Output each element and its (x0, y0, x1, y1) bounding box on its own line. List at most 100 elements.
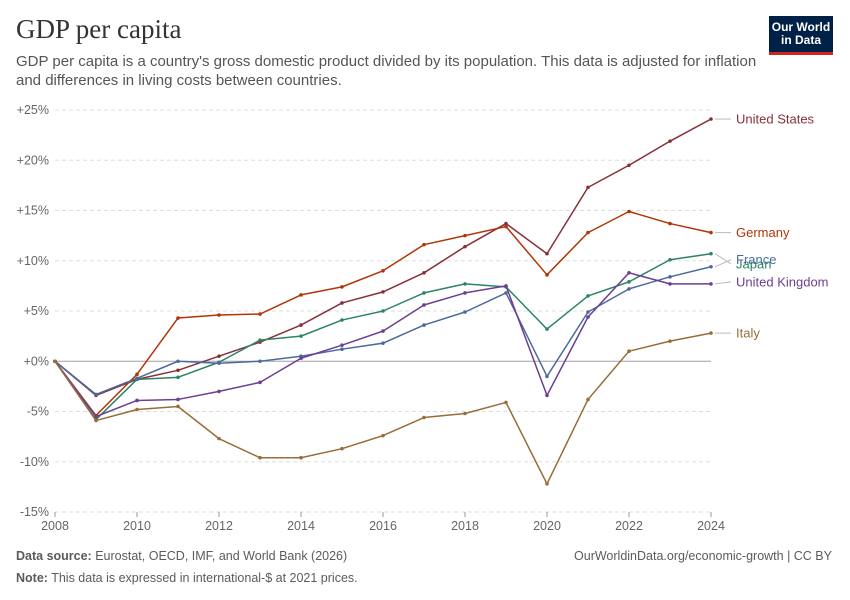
data-point (545, 393, 549, 398)
data-point (340, 301, 344, 305)
y-axis-ticks: +25% +20% +15% +10% +5% +0% -5% -10% -15% (17, 103, 49, 519)
data-point (381, 329, 385, 333)
data-point (709, 230, 713, 235)
data-point (709, 117, 713, 121)
y-tick-label: +25% (17, 103, 49, 117)
data-point (258, 312, 262, 316)
data-point (545, 273, 549, 277)
data-point (668, 339, 672, 343)
data-point (217, 389, 221, 394)
data-point (299, 293, 303, 297)
data-point (176, 397, 180, 402)
series-label: United Kingdom (736, 274, 829, 289)
x-tick-label: 2022 (615, 519, 643, 533)
data-point (381, 433, 385, 438)
data-point (504, 291, 508, 295)
data-point (53, 359, 57, 364)
data-point (709, 264, 713, 269)
data-point (258, 380, 262, 385)
data-point (545, 374, 549, 379)
x-tick-label: 2014 (287, 519, 315, 533)
data-point (381, 341, 385, 345)
y-tick-label: -10% (20, 455, 49, 469)
series-label: Japan (736, 256, 771, 271)
data-source-label: Data source: (16, 549, 92, 563)
data-point (176, 368, 180, 373)
data-point (176, 375, 180, 380)
owid-logo[interactable]: Our World in Data (769, 16, 833, 55)
series-line-germany (54, 210, 712, 417)
data-point (258, 455, 262, 460)
y-tick-label: -15% (20, 505, 49, 519)
data-point (627, 349, 631, 353)
data-point (381, 269, 385, 273)
data-point (381, 309, 385, 313)
data-point (463, 282, 467, 286)
data-point (586, 315, 590, 319)
data-point (135, 372, 139, 377)
chart-subtitle: GDP per capita is a country's gross dome… (16, 53, 757, 89)
data-point (627, 209, 631, 214)
data-source: Data source: Eurostat, OECD, IMF, and Wo… (16, 549, 347, 563)
series-label: Italy (736, 326, 760, 341)
label-connector (714, 281, 732, 285)
data-point (709, 282, 713, 286)
data-point (299, 323, 303, 327)
data-point (299, 356, 303, 361)
data-point (504, 284, 508, 288)
data-point (504, 224, 508, 229)
logo-line-1: Our World (771, 20, 831, 34)
y-tick-label: +15% (17, 204, 49, 218)
data-point (217, 354, 221, 359)
data-point (176, 316, 180, 320)
source-link[interactable]: OurWorldinData.org/economic-growth | CC … (574, 549, 832, 563)
data-point (176, 404, 180, 409)
y-tick-label: +5% (24, 304, 49, 318)
data-point (709, 251, 713, 256)
data-point (340, 347, 344, 351)
data-point (545, 251, 549, 256)
data-source-text[interactable]: Eurostat, OECD, IMF, and World Bank (202… (95, 549, 348, 563)
x-tick-label: 2008 (41, 519, 69, 533)
data-point (463, 244, 467, 249)
data-point (545, 482, 549, 486)
data-point (340, 318, 344, 322)
y-tick-label: +0% (24, 354, 49, 368)
y-tick-label: -5% (27, 405, 49, 419)
y-tick-label: +20% (17, 153, 49, 167)
x-tick-label: 2010 (123, 519, 151, 533)
label-connector (714, 259, 732, 268)
data-point (504, 221, 508, 226)
data-point (258, 359, 262, 364)
x-axis-ticks: 2008 2010 2012 2014 2016 2018 2020 2022 2024 (41, 512, 725, 533)
data-point (135, 398, 139, 403)
data-point (627, 287, 631, 291)
data-point (299, 334, 303, 338)
data-point (463, 233, 467, 238)
data-point (94, 414, 98, 419)
series-lines (53, 117, 713, 486)
data-point (463, 310, 467, 314)
series-label: United States (736, 112, 815, 127)
data-point (668, 221, 672, 226)
data-point (422, 415, 426, 420)
data-point (668, 275, 672, 279)
data-point (422, 323, 426, 327)
x-tick-label: 2018 (451, 519, 479, 533)
grid-lines (55, 109, 711, 513)
chart-title: GDP per capita (16, 14, 182, 44)
series-label: France (736, 252, 776, 267)
data-point (135, 376, 139, 381)
x-tick-label: 2020 (533, 519, 561, 533)
chart-note: Note: This data is expressed in internat… (16, 571, 358, 585)
data-point (422, 242, 426, 247)
data-point (422, 291, 426, 295)
series-label: Germany (736, 225, 790, 240)
label-connector (714, 253, 732, 265)
x-tick-label: 2012 (205, 519, 233, 533)
data-point (176, 359, 180, 364)
data-point (135, 407, 139, 412)
x-tick-label: 2024 (697, 519, 725, 533)
data-point (340, 343, 344, 347)
